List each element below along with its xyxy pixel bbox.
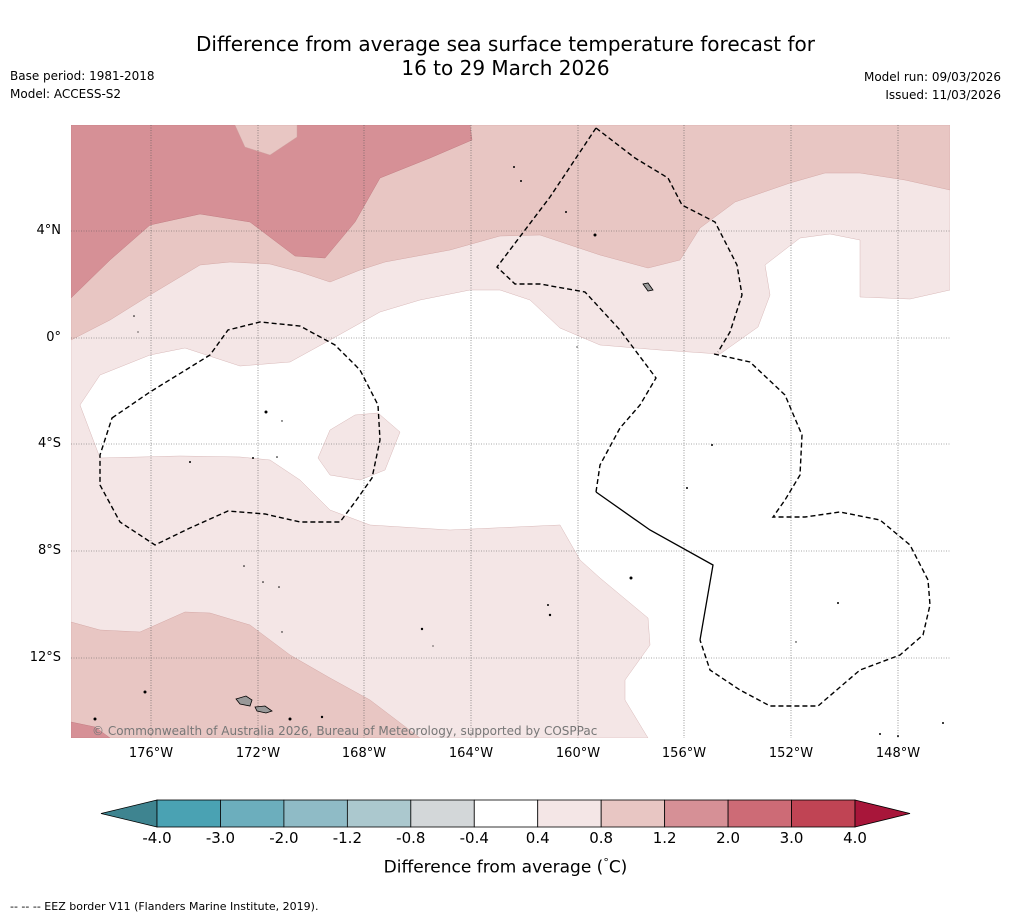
map-title: Difference from average sea surface temp…: [0, 32, 1011, 80]
eez-border-tokelau: [99, 321, 381, 546]
lon-label-164w: 164°W: [448, 746, 494, 761]
anomaly-region-0-8-1-2-south: [71, 611, 421, 738]
lon-label-148w: 148°W: [875, 746, 921, 761]
colorbar-segment: [473, 799, 539, 828]
colorbar-extend-high: [854, 799, 911, 828]
colorbar-segment: [283, 799, 348, 828]
colorbar-tick-label: -1.2: [332, 829, 362, 847]
lon-label-152w: 152°W: [768, 746, 814, 761]
maritime-boundary-solid: [595, 491, 714, 641]
anomaly-region-0-4-0-8-north: [71, 125, 950, 738]
graticule: [71, 125, 950, 738]
lat-label-4s: 4°S: [37, 436, 61, 451]
model-run: Model run: 09/03/2026: [863, 70, 1001, 84]
lat-label-8s: 8°S: [37, 543, 61, 558]
colorbar-segment: [600, 799, 666, 828]
eez-border-kiribati-line-west: [496, 127, 657, 493]
meta-right: Model run: 09/03/2026 Issued: 11/03/2026: [864, 68, 1001, 104]
colorbar-tick-label: -3.0: [205, 829, 236, 847]
title-line-1: Difference from average sea surface temp…: [195, 32, 815, 56]
meta-left: Base period: 1981-2018 Model: ACCESS-S2: [10, 67, 155, 103]
anomaly-blob-0-4-0-8: [317, 412, 401, 481]
colorbar-tick-label: -0.8: [396, 829, 426, 847]
colorbar-label: Difference from average (°C): [0, 856, 1011, 878]
lat-label-4n: 4°N: [36, 223, 62, 238]
colorbar-tick-label: -2.0: [269, 829, 299, 847]
lat-label-12s: 12°S: [29, 650, 61, 665]
issued-date: Issued: 11/03/2026: [885, 88, 1001, 102]
colorbar-tick-label: 4.0: [843, 829, 867, 847]
colorbar-segment: [156, 799, 221, 828]
lon-label-172w: 172°W: [235, 746, 281, 761]
title-line-2: 16 to 29 March 2026: [401, 56, 610, 80]
island-dots: [93, 166, 944, 737]
copyright-notice: © Commonwealth of Australia 2026, Bureau…: [92, 724, 598, 738]
colorbar-segment: [220, 799, 285, 828]
colorbar-label-degree: °: [603, 856, 609, 869]
colorbar: [100, 799, 911, 828]
colorbar-tick-label: 1.2: [652, 829, 677, 847]
anomaly-region-1-2-2-0-south: [71, 721, 111, 738]
eez-borders: [99, 127, 931, 707]
colorbar-label-prefix: Difference from average (: [383, 857, 604, 878]
lon-label-156w: 156°W: [661, 746, 707, 761]
colorbar-tick-label: -4.0: [142, 829, 172, 847]
colorbar-segment: [410, 799, 475, 828]
colorbar-label-suffix: C): [608, 857, 628, 878]
colorbar-segment: [664, 799, 729, 828]
lon-label-160w: 160°W: [555, 746, 601, 761]
lat-label-0: 0°: [46, 330, 61, 345]
island-samoa-2: [254, 705, 273, 714]
colorbar-extend-low: [100, 799, 158, 828]
colorbar-segment: [537, 799, 602, 828]
anomaly-blob-0-8-1-2-top: [234, 125, 298, 156]
eez-legend-footer: -- -- -- EEZ border V11 (Flanders Marine…: [10, 900, 319, 913]
colorbar-tick-label: -0.4: [459, 829, 489, 847]
island-samoa-1: [235, 695, 253, 707]
colorbar-segment: [727, 799, 792, 828]
colorbar-segment: [346, 799, 412, 828]
eez-border-kiribati-line-north: [595, 127, 743, 353]
colorbar-tick-label: 3.0: [779, 829, 804, 847]
lon-label-168w: 168°W: [341, 746, 387, 761]
model-name: Model: ACCESS-S2: [10, 87, 122, 101]
base-period: Base period: 1981-2018: [10, 69, 155, 83]
lon-label-176w: 176°W: [128, 746, 174, 761]
island-kiritimati: [642, 282, 654, 292]
colorbar-tick-label: 2.0: [716, 829, 740, 847]
colorbar-segment: [791, 799, 856, 828]
colorbar-tick-label: 0.4: [525, 829, 550, 847]
colorbar-tick-label: 0.8: [589, 829, 614, 847]
